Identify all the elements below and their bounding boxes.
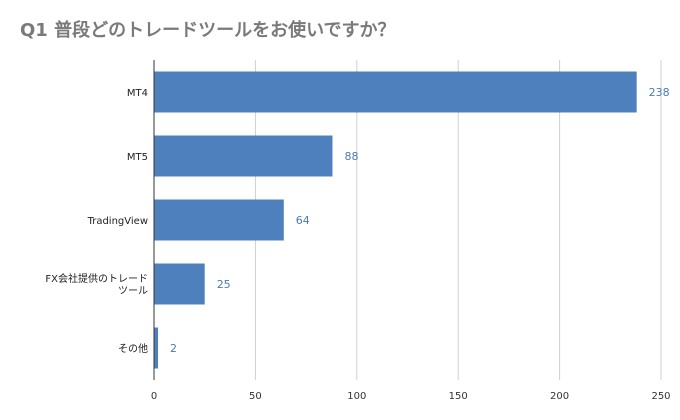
data-label: 25 xyxy=(217,278,231,291)
data-labels: 238 88 64 25 2 xyxy=(170,86,670,355)
data-label: 64 xyxy=(296,214,310,227)
data-label: 88 xyxy=(344,150,358,163)
gridlines xyxy=(254,60,662,380)
bar xyxy=(154,71,637,113)
chart-title: Q1 普段どのトレードツールをお使いですか？ xyxy=(20,19,396,41)
x-tick-label: 150 xyxy=(449,391,468,402)
bars xyxy=(154,71,637,369)
x-tick-label: 100 xyxy=(347,391,366,402)
category-label: TradingView xyxy=(87,216,148,227)
bar xyxy=(154,263,205,305)
category-label: FX会社提供のトレードツール xyxy=(45,272,148,297)
bar xyxy=(154,327,159,369)
x-tick-label: 200 xyxy=(550,391,569,402)
x-tick-label: 250 xyxy=(651,391,670,402)
data-label: 2 xyxy=(170,342,177,355)
category-label: MT4 xyxy=(127,88,148,99)
category-label: その他 xyxy=(118,342,148,355)
category-label: MT5 xyxy=(127,152,148,163)
bar xyxy=(154,135,333,177)
x-tick-label: 50 xyxy=(249,391,262,402)
data-label: 238 xyxy=(649,86,670,99)
bar xyxy=(154,199,284,241)
x-tick-label: 0 xyxy=(151,391,157,402)
value-axis-ticks: 0 50 100 150 200 250 xyxy=(151,391,671,402)
